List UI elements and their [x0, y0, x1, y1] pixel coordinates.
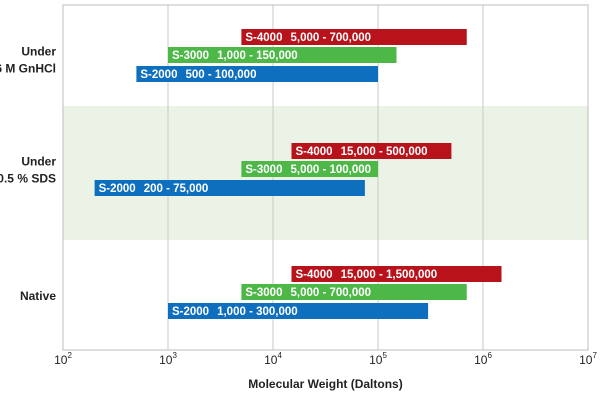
bar-s-2000: [168, 303, 429, 319]
bar-label: S-4000 15,000 - 500,000: [295, 146, 427, 158]
plot-frame: [62, 4, 589, 351]
bar-s-4000: [291, 143, 452, 159]
bar-label: S-2000 500 - 100,000: [140, 69, 256, 81]
x-tick-labels: 102 103 104 105 106 107: [54, 351, 597, 367]
group-label: Under: [21, 155, 56, 169]
bar-s-3000: [168, 47, 397, 63]
x-tick-label: 104: [264, 351, 282, 367]
group-label: 0.5 % SDS: [0, 172, 56, 186]
bars: S-4000 5,000 - 700,000 S-3000 1,000 - 150,0…: [94, 29, 502, 319]
bar-label: S-4000 15,000 - 1,500,000: [295, 269, 437, 281]
bar-s-3000: [241, 161, 378, 177]
bar-label: S-3000 5,000 - 100,000: [245, 164, 371, 176]
group-label: 6 M GnHCl: [0, 62, 56, 76]
bar-label: S-2000 1,000 - 300,000: [172, 306, 298, 318]
bar-s-4000: [291, 266, 502, 282]
x-tick-label: 102: [54, 351, 72, 367]
bar-s-4000: [241, 29, 467, 45]
group-labels: Under 6 M GnHCl Under 0.5 % SDS Native: [0, 45, 56, 304]
group-label: Under: [21, 45, 56, 59]
x-tick-label: 103: [159, 351, 177, 367]
bar-s-2000: [136, 66, 378, 82]
bar-s-3000: [241, 284, 467, 300]
group-label: Native: [20, 289, 56, 303]
bar-label: S-3000 5,000 - 700,000: [245, 287, 371, 299]
x-tick-label: 105: [369, 351, 387, 367]
bar-label: S-4000 5,000 - 700,000: [245, 32, 371, 44]
bar-label: S-3000 1,000 - 150,000: [172, 50, 298, 62]
x-axis-label: Molecular Weight (Daltons): [248, 377, 402, 391]
bar-s-2000: [94, 180, 365, 196]
x-tick-label: 107: [579, 351, 597, 367]
x-tick-label: 106: [474, 351, 492, 367]
bar-label: S-2000 200 - 75,000: [99, 183, 209, 195]
